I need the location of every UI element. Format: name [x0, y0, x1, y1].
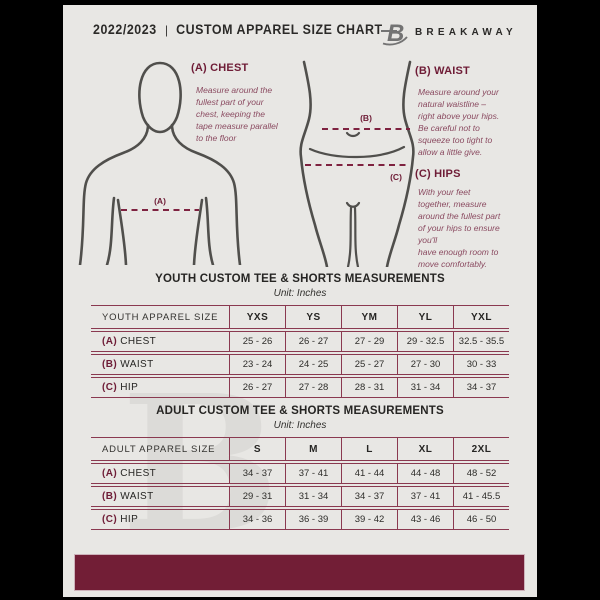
hips-instructions: With your feet together, measure around …	[418, 187, 501, 269]
adult-size-column-header: ADULT APPAREL SIZE	[91, 437, 229, 461]
row-label: (B) WAIST	[91, 486, 229, 507]
size-m: M	[285, 437, 341, 461]
cell: 37 - 41	[285, 463, 341, 484]
cell: 26 - 27	[229, 377, 285, 398]
cell: 48 - 52	[453, 463, 509, 484]
adult-table-title: ADULT CUSTOM TEE & SHORTS MEASUREMENTS	[156, 405, 444, 417]
cell: 23 - 24	[229, 354, 285, 375]
footer-accent-bar	[74, 554, 525, 591]
cell: 25 - 27	[341, 354, 397, 375]
waist-marker-label: (B)	[360, 113, 372, 123]
cell: 29 - 31	[229, 486, 285, 507]
waist-heading: (B) WAIST	[415, 65, 470, 77]
svg-text:B: B	[387, 20, 404, 46]
cell: 27 - 30	[397, 354, 453, 375]
torso-figure: (A)	[78, 61, 242, 265]
cell: 27 - 28	[285, 377, 341, 398]
adult-size-table: ADULT APPAREL SIZE S M L XL 2XL (A) CHES…	[91, 435, 509, 532]
cell: 24 - 25	[285, 354, 341, 375]
cell: 31 - 34	[285, 486, 341, 507]
cell: 39 - 42	[341, 509, 397, 530]
cell: 25 - 26	[229, 331, 285, 352]
cell: 44 - 48	[397, 463, 453, 484]
adult-header-row: ADULT APPAREL SIZE S M L XL 2XL	[91, 437, 509, 461]
chest-instructions: Measure around the fullest part of your …	[196, 85, 278, 143]
adult-waist-row: (B) WAIST 29 - 31 31 - 34 34 - 37 37 - 4…	[91, 486, 509, 507]
cell: 46 - 50	[453, 509, 509, 530]
page-header: 2022/2023 | CUSTOM APPAREL SIZE CHART	[93, 22, 383, 37]
row-label: (C) HIP	[91, 509, 229, 530]
size-s: S	[229, 437, 285, 461]
cell: 34 - 37	[341, 486, 397, 507]
size-xl: XL	[397, 437, 453, 461]
cell: 43 - 46	[397, 509, 453, 530]
cell: 37 - 41	[397, 486, 453, 507]
cell: 34 - 37	[229, 463, 285, 484]
lower-body-figure: (B) (C)	[299, 60, 415, 267]
cell: 29 - 32.5	[397, 331, 453, 352]
cell: 34 - 37	[453, 377, 509, 398]
size-2xl: 2XL	[453, 437, 509, 461]
youth-chest-row: (A) CHEST 25 - 26 26 - 27 27 - 29 29 - 3…	[91, 331, 509, 352]
brand-name: BREAKAWAY	[415, 27, 517, 38]
cell: 28 - 31	[341, 377, 397, 398]
cell: 41 - 44	[341, 463, 397, 484]
youth-table-unit: Unit: Inches	[273, 288, 327, 299]
waist-instructions: Measure around your natural waistline – …	[418, 87, 500, 157]
size-chart-page: B 2022/2023 | CUSTOM APPAREL SIZE CHART …	[63, 5, 537, 597]
hips-heading: (C) HIPS	[415, 168, 461, 180]
hip-marker-label: (C)	[390, 172, 402, 182]
cell: 26 - 27	[285, 331, 341, 352]
size-yl: YL	[397, 305, 453, 329]
cell: 32.5 - 35.5	[453, 331, 509, 352]
header-separator: |	[164, 22, 168, 37]
size-l: L	[341, 437, 397, 461]
cell: 30 - 33	[453, 354, 509, 375]
adult-hip-row: (C) HIP 34 - 36 36 - 39 39 - 42 43 - 46 …	[91, 509, 509, 530]
chest-heading: (A) CHEST	[191, 62, 249, 74]
row-label: (A) CHEST	[91, 463, 229, 484]
cell: 34 - 36	[229, 509, 285, 530]
youth-waist-row: (B) WAIST 23 - 24 24 - 25 25 - 27 27 - 3…	[91, 354, 509, 375]
youth-table-title: YOUTH CUSTOM TEE & SHORTS MEASUREMENTS	[155, 273, 445, 285]
page-title: CUSTOM APPAREL SIZE CHART	[176, 22, 383, 37]
row-label: (C) HIP	[91, 377, 229, 398]
adult-chest-row: (A) CHEST 34 - 37 37 - 41 41 - 44 44 - 4…	[91, 463, 509, 484]
cell: 41 - 45.5	[453, 486, 509, 507]
size-ym: YM	[341, 305, 397, 329]
size-ys: YS	[285, 305, 341, 329]
youth-hip-row: (C) HIP 26 - 27 27 - 28 28 - 31 31 - 34 …	[91, 377, 509, 398]
youth-header-row: YOUTH APPAREL SIZE YXS YS YM YL YXL	[91, 305, 509, 329]
youth-size-column-header: YOUTH APPAREL SIZE	[91, 305, 229, 329]
size-yxl: YXL	[453, 305, 509, 329]
cell: 27 - 29	[341, 331, 397, 352]
row-label: (A) CHEST	[91, 331, 229, 352]
cell: 31 - 34	[397, 377, 453, 398]
youth-size-table: YOUTH APPAREL SIZE YXS YS YM YL YXL (A) …	[91, 303, 509, 400]
size-yxs: YXS	[229, 305, 285, 329]
breakaway-b-logo-icon: B	[381, 20, 408, 46]
chest-marker-label: (A)	[154, 196, 166, 206]
season-year: 2022/2023	[93, 22, 157, 37]
row-label: (B) WAIST	[91, 354, 229, 375]
breakaway-b-watermark: B	[121, 354, 280, 575]
cell: 36 - 39	[285, 509, 341, 530]
adult-table-unit: Unit: Inches	[273, 420, 327, 431]
